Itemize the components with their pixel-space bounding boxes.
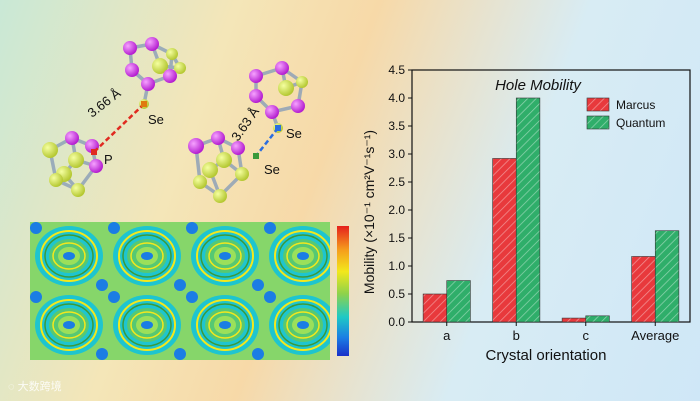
bar-marcus-b [492, 158, 517, 323]
x-tick-label: Average [631, 328, 679, 343]
bar-marcus-a [422, 293, 448, 323]
legend-swatch-marcus [586, 97, 610, 112]
x-tick-label: b [513, 328, 520, 343]
y-tick-label: 1.0 [388, 259, 405, 273]
bar-quantum-average [654, 230, 680, 323]
y-tick-label: 3.5 [388, 119, 405, 133]
watermark: ◌ 大数跨境 [8, 381, 62, 393]
y-tick-label: 4.0 [388, 91, 405, 105]
y-tick-label: 4.5 [388, 63, 405, 77]
right-distance-label: 3.63 Å [228, 104, 262, 144]
y-tick-label: 1.5 [388, 231, 405, 245]
plot-area: 0.0 0.5 1.0 1.5 2.0 2.5 3.0 3.5 4.0 4.5 a b c Average [388, 63, 691, 343]
y-tick-label: 3.0 [388, 147, 405, 161]
x-tick-label: a [443, 328, 451, 343]
bar-quantum-a [446, 280, 471, 323]
right-atom-se-lower-label: Se [264, 162, 280, 177]
axes-frame [411, 69, 691, 323]
legend-label-marcus: Marcus [616, 98, 655, 112]
left-atom-p-label: P [104, 152, 113, 167]
hole-mobility-chart: 0.0 0.5 1.0 1.5 2.0 2.5 3.0 3.5 4.0 4.5 a b c Average… [361, 63, 691, 364]
watermark-text: 大数跨境 [17, 381, 62, 393]
y-tick-label: 2.0 [388, 203, 405, 217]
charge-density-map [30, 222, 330, 360]
legend-swatch-quantum [586, 115, 610, 130]
x-axis-label: Crystal orientation [486, 347, 607, 364]
legend: Marcus Quantum [586, 97, 665, 130]
y-tick-label: 2.5 [388, 175, 405, 189]
bar-marcus-c [561, 317, 587, 323]
bar-marcus-average [631, 256, 656, 323]
left-atom-se-label: Se [148, 112, 164, 127]
bar-quantum-b [515, 97, 541, 323]
y-axis-label: Mobility (×10⁻¹ cm²V⁻¹s⁻¹) [361, 130, 377, 294]
y-tick-label: 0.0 [388, 315, 405, 329]
x-tick-label: c [583, 328, 590, 343]
bar-quantum-c [585, 315, 610, 323]
molecule-illustration: 3.66 Å P Se 3.63 Å Se Se [42, 37, 308, 203]
chart-title: Hole Mobility [495, 77, 582, 94]
left-distance-label: 3.66 Å [85, 85, 124, 120]
colorbar [337, 226, 349, 356]
legend-label-quantum: Quantum [616, 116, 665, 130]
right-atom-se-upper-label: Se [286, 126, 302, 141]
y-tick-label: 0.5 [388, 287, 405, 301]
